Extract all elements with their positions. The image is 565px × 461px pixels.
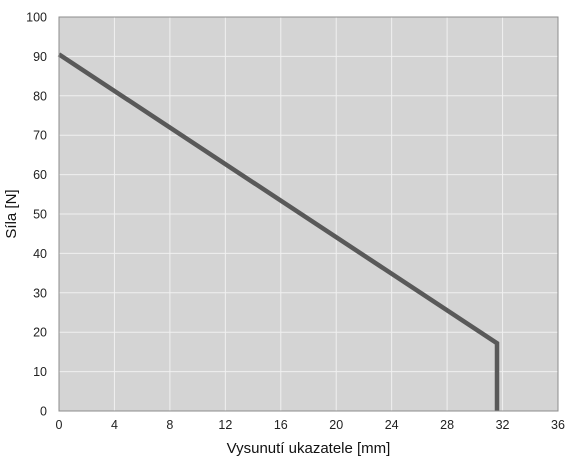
y-tick-label: 90 [33, 50, 47, 64]
y-tick-label: 50 [33, 208, 47, 222]
series-group [57, 52, 500, 411]
y-tick-label: 60 [33, 168, 47, 182]
plot-frame [58, 16, 559, 412]
x-tick-label: 32 [496, 418, 510, 432]
y-tick-label: 40 [33, 247, 47, 261]
y-tick-label: 0 [40, 405, 47, 419]
x-axis-label: Vysunutí ukazatele [mm] [227, 440, 391, 457]
y-tick-label: 70 [33, 129, 47, 143]
y-axis-label: Síla [N] [3, 189, 20, 238]
y-axis-ticks: 0 10 20 30 40 50 60 70 80 90 100 [26, 11, 47, 419]
x-tick-label: 0 [56, 418, 63, 432]
series-line [57, 52, 500, 411]
y-tick-label: 20 [33, 326, 47, 340]
y-tick-label: 100 [26, 11, 47, 25]
x-tick-label: 28 [440, 418, 454, 432]
x-tick-label: 16 [274, 418, 288, 432]
x-tick-label: 24 [385, 418, 399, 432]
y-tick-label: 80 [33, 89, 47, 103]
x-tick-label: 12 [218, 418, 232, 432]
x-tick-label: 8 [166, 418, 173, 432]
x-tick-label: 20 [329, 418, 343, 432]
y-tick-label: 30 [33, 286, 47, 300]
x-axis-ticks: 0 4 8 12 16 20 24 28 32 36 [56, 418, 565, 432]
x-tick-label: 36 [551, 418, 565, 432]
x-tick-label: 4 [111, 418, 118, 432]
y-tick-label: 10 [33, 365, 47, 379]
